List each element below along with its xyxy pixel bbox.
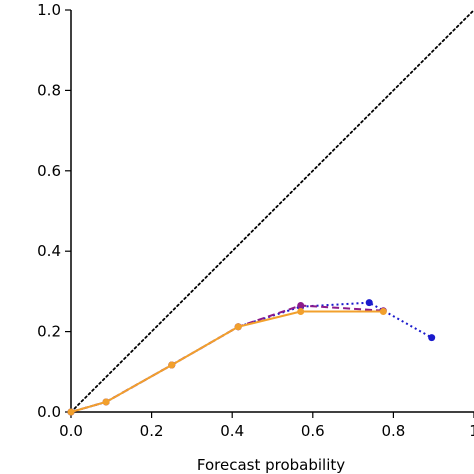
- x-tick-label: 0.4: [220, 422, 244, 440]
- data-point-solid: [234, 323, 242, 331]
- y-tick-label: 0.6: [37, 162, 61, 180]
- y-tick-label: 0.8: [37, 81, 61, 99]
- data-point-solid: [102, 398, 110, 406]
- x-tick-label: 0.8: [381, 422, 405, 440]
- data-point-solid: [379, 308, 387, 315]
- y-tick-label: 0.4: [37, 242, 61, 260]
- y-tick-label: 1.0: [37, 1, 61, 19]
- data-point-dotted: [428, 334, 436, 342]
- x-tick-label: 1: [469, 422, 474, 440]
- y-tick-label: 0.0: [37, 403, 61, 421]
- axes: 0.0 0.2 0.4 0.6 0.8 1.0 0.0 0.2 0.4 0.6 0.8 1: [37, 1, 474, 440]
- y-tick-label: 0.2: [37, 323, 61, 341]
- x-tick-label: 0.6: [301, 422, 325, 440]
- series-group: [67, 299, 436, 416]
- series-line-solid: [70, 310, 384, 413]
- data-point-solid: [297, 308, 305, 315]
- data-point-solid: [67, 408, 75, 416]
- x-tick-label: 0.0: [59, 422, 83, 440]
- perfect-reliability-line: [70, 9, 474, 413]
- data-point-solid: [168, 361, 176, 369]
- x-axis-label: Forecast probability: [197, 456, 345, 474]
- reference-line-group: [70, 9, 474, 413]
- series-line-dashed: [70, 304, 384, 413]
- data-point-dotted: [365, 299, 373, 307]
- data-point-dashed: [297, 301, 305, 309]
- x-tick-label: 0.2: [140, 422, 164, 440]
